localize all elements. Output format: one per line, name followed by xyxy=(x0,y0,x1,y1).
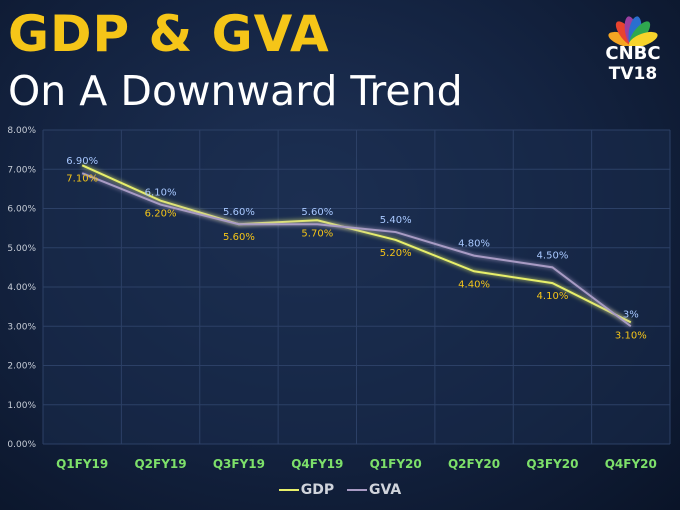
x-tick-label: Q3FY20 xyxy=(526,457,578,471)
x-tick-label: Q4FY20 xyxy=(605,457,657,471)
y-tick-label: 3.00% xyxy=(7,322,36,332)
legend-label-gva: GVA xyxy=(369,482,402,498)
data-label-gva: 6.10% xyxy=(145,188,177,199)
peacock-feather xyxy=(629,31,658,48)
data-label-gdp: 4.40% xyxy=(458,279,490,290)
data-label-gva: 4.80% xyxy=(458,239,490,250)
data-label-gdp: 5.20% xyxy=(380,248,412,259)
y-tick-label: 8.00% xyxy=(7,126,36,136)
legend-item-gdp: GDP xyxy=(278,482,335,498)
logo-line2: TV18 xyxy=(608,64,658,84)
data-label-gva: 3% xyxy=(623,309,639,320)
page-title: GDP & GVA xyxy=(8,5,330,63)
page-subtitle: On A Downward Trend xyxy=(8,67,463,115)
y-tick-label: 0.00% xyxy=(7,440,36,450)
series-line-gva xyxy=(81,172,632,328)
y-tick-label: 7.00% xyxy=(7,165,36,175)
x-tick-label: Q1FY20 xyxy=(370,457,422,471)
legend-swatch-gva xyxy=(347,489,368,491)
legend-label-gdp: GDP xyxy=(300,482,335,498)
x-tick-label: Q4FY19 xyxy=(291,457,343,471)
x-tick-label: Q3FY19 xyxy=(213,457,265,471)
data-label-gdp: 5.70% xyxy=(301,228,333,239)
legend-item-gva: GVA xyxy=(347,482,401,498)
data-label-gva: 6.90% xyxy=(66,156,98,167)
x-tick-label: Q2FY20 xyxy=(448,457,500,471)
legend-swatch-gdp xyxy=(278,489,299,491)
cnbc-tv18-logo: CNBC TV18 xyxy=(590,6,676,86)
data-label-gva: 5.60% xyxy=(223,207,255,218)
y-tick-label: 5.00% xyxy=(7,244,36,254)
y-tick-label: 1.00% xyxy=(7,401,36,411)
data-label-gva: 5.40% xyxy=(380,215,412,226)
data-label-gva: 5.60% xyxy=(301,207,333,218)
data-label-gdp: 5.60% xyxy=(223,232,255,243)
data-label-gdp: 3.10% xyxy=(615,330,647,341)
x-tick-label: Q2FY19 xyxy=(134,457,186,471)
x-tick-label: Q1FY19 xyxy=(56,457,108,471)
series-line-gdp xyxy=(81,164,632,324)
peacock-icon xyxy=(608,16,658,48)
data-label-gdp: 4.10% xyxy=(537,291,569,302)
chart-legend: GDP GVA xyxy=(0,482,680,498)
y-tick-label: 4.00% xyxy=(7,283,36,293)
y-tick-label: 2.00% xyxy=(7,362,36,372)
logo-line1: CNBC xyxy=(605,43,661,64)
data-label-gva: 4.50% xyxy=(537,250,569,261)
data-label-gdp: 6.20% xyxy=(145,209,177,220)
data-label-gdp: 7.10% xyxy=(66,173,98,184)
y-tick-label: 6.00% xyxy=(7,205,36,215)
